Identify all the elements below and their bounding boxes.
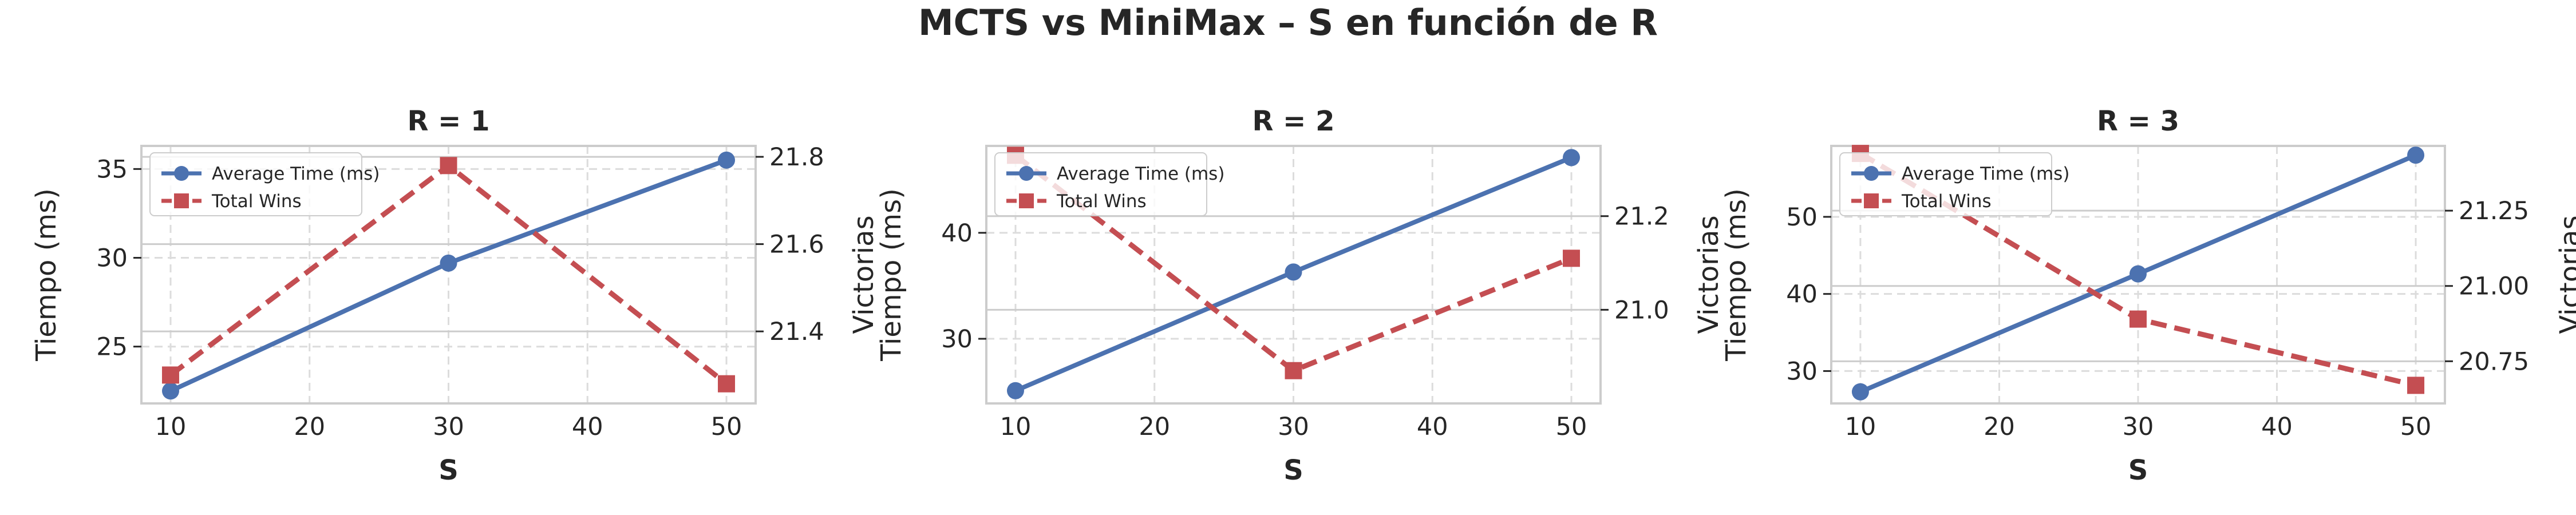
time-data-point (2407, 146, 2425, 164)
legend: Average Time (ms) Total Wins (149, 152, 380, 216)
legend: Average Time (ms) Total Wins (994, 152, 1224, 216)
x-tick-label: 10 (1000, 413, 1032, 441)
legend-label: Average Time (ms) (1902, 164, 2069, 184)
legend-label: Total Wins (1901, 191, 1992, 212)
x-tick-label: 10 (155, 413, 187, 441)
subplot-1: 10 20 30 40 50 25 30 35 21.4 21.6 21.8 S Tiempo (ms)… (30, 105, 880, 486)
x-axis-label: S (1283, 454, 1303, 486)
time-data-point (440, 254, 457, 272)
y-right-axis-label: Victorias (2554, 215, 2576, 334)
legend-label: Total Wins (1056, 191, 1147, 212)
wins-data-point (440, 157, 457, 175)
legend-label: Average Time (ms) (212, 164, 380, 184)
x-tick-label: 40 (572, 413, 603, 441)
x-tick-label: 20 (1139, 413, 1170, 441)
legend-box (1839, 152, 2052, 216)
legend-box (994, 152, 1207, 216)
x-tick-label: 50 (711, 413, 742, 441)
y-tick-label: 35 (96, 155, 128, 184)
x-tick-label: 30 (1278, 413, 1309, 441)
axes-frame (1830, 145, 2446, 405)
y-right-tick-label: 21.6 (769, 231, 824, 259)
y-right-tick-label: 21.00 (2459, 272, 2529, 301)
subplot-3: 10 20 30 40 50 30 40 50 20.75 21.00 21.25 S Tiempo (… (1720, 105, 2576, 486)
y-tick-label: 40 (1786, 280, 1818, 309)
y-axis-label: Tiempo (ms) (1720, 188, 1752, 362)
time-data-point (1285, 263, 1302, 281)
legend-marker (1019, 166, 1034, 181)
time-data-point (1006, 382, 1024, 399)
x-tick-label: 30 (2123, 413, 2154, 441)
x-tick-label: 20 (294, 413, 325, 441)
figure-title: MCTS vs MiniMax – S en función de R (918, 2, 1658, 43)
y-right-tick-label: 20.75 (2459, 347, 2529, 376)
x-tick-label: 20 (1984, 413, 2015, 441)
time-data-point (2129, 265, 2147, 283)
y-tick-label: 25 (96, 333, 128, 362)
y-right-tick-label: 21.8 (769, 143, 824, 172)
y-tick-label: 30 (96, 244, 128, 273)
y-tick-label: 30 (1786, 357, 1818, 386)
legend-marker (1019, 193, 1034, 208)
y-right-tick-label: 21.2 (1614, 203, 1669, 231)
y-right-tick-label: 21.25 (2459, 197, 2529, 225)
y-tick-label: 30 (941, 325, 973, 354)
wins-data-point (1285, 362, 1302, 379)
x-axis-label: S (438, 454, 459, 486)
x-tick-label: 50 (1556, 413, 1587, 441)
legend: Average Time (ms) Total Wins (1839, 152, 2069, 216)
x-tick-label: 50 (2400, 413, 2432, 441)
y-right-axis-label: Victorias (848, 215, 880, 334)
time-data-point (161, 382, 179, 400)
wins-data-point (1563, 249, 1581, 267)
wins-data-point (718, 375, 736, 393)
subplot-title: R = 3 (2097, 105, 2179, 137)
x-tick-label: 40 (2261, 413, 2293, 441)
wins-data-point (2129, 310, 2147, 328)
legend-marker (174, 166, 189, 181)
legend-label: Total Wins (211, 191, 302, 212)
wins-data-point (161, 366, 179, 384)
x-axis-label: S (2128, 454, 2148, 486)
time-data-point (718, 151, 736, 169)
y-right-tick-label: 21.0 (1614, 296, 1669, 324)
y-axis-label: Tiempo (ms) (875, 188, 907, 362)
time-data-point (1563, 149, 1581, 167)
wins-data-point (2407, 377, 2425, 394)
legend-label: Average Time (ms) (1057, 164, 1224, 184)
time-data-point (1851, 383, 1869, 401)
y-axis-label: Tiempo (ms) (30, 188, 62, 362)
legend-marker (1864, 166, 1879, 181)
subplot-title: R = 1 (408, 105, 490, 137)
y-tick-label: 50 (1786, 203, 1818, 232)
x-tick-label: 10 (1845, 413, 1876, 441)
legend-marker (1864, 193, 1879, 208)
legend-marker (174, 193, 189, 208)
legend-box (149, 152, 362, 216)
subplot-2: 10 20 30 40 50 30 40 21.0 21.2 S Tiempo (ms) Victor… (875, 105, 1725, 486)
axes-frame (985, 145, 1602, 405)
axes-frame (140, 145, 757, 405)
y-tick-label: 40 (941, 219, 973, 248)
x-tick-label: 30 (433, 413, 464, 441)
x-tick-label: 40 (1417, 413, 1448, 441)
y-right-axis-label: Victorias (1693, 215, 1725, 334)
subplot-title: R = 2 (1253, 105, 1335, 137)
y-right-tick-label: 21.4 (769, 318, 824, 346)
